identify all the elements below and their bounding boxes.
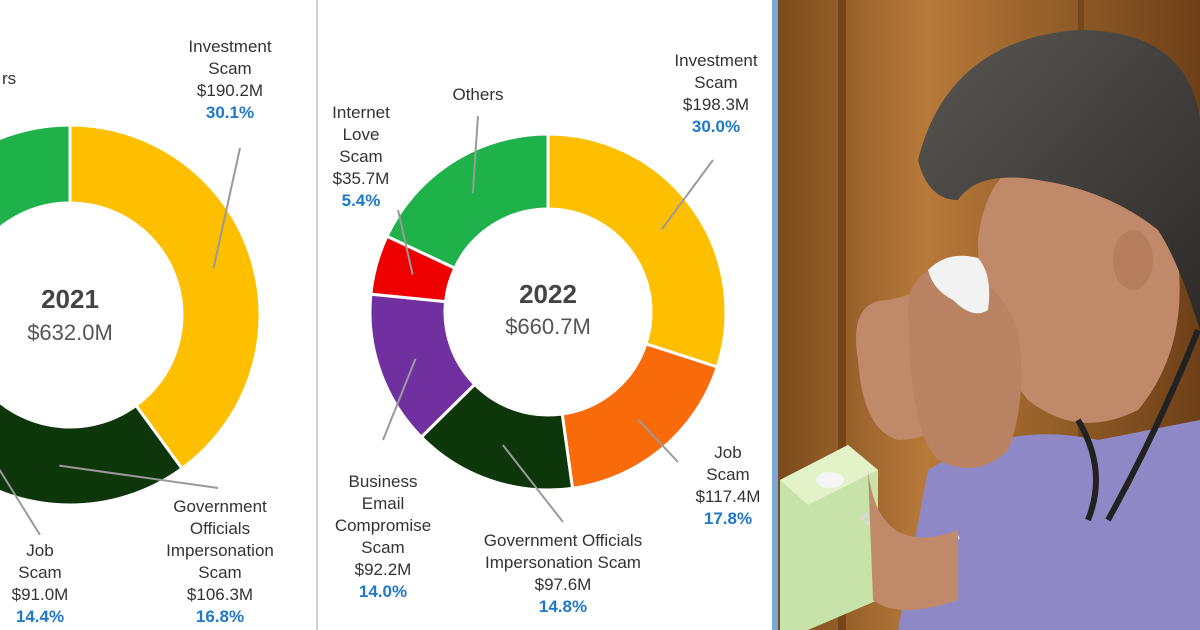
slice-2022-others — [384, 132, 550, 271]
slice-2021-government — [0, 400, 185, 507]
label-2021-government: Government Officials Impersonation Scam $106… — [166, 497, 274, 626]
chart-2021-panel: 2021 $632.0M Investment Scam $190.2M 30.1% G… — [0, 0, 316, 630]
chart-2022-panel: 2022 $660.7M Investment Scam $198.3M 30.0% J… — [318, 0, 772, 630]
label-2021-job: Job Scam $91.0M 14.4% — [12, 541, 69, 626]
face — [978, 150, 1180, 423]
label-2022-business_email: Business Email Compromise Scam $92.2M 14.0% — [335, 472, 431, 601]
tissue-icon — [928, 255, 990, 314]
label-2022-internet_love: Internet Love Scam $35.7M 5.4% — [332, 103, 390, 210]
label-2021-others: rs — [2, 69, 16, 88]
photo-illustration — [778, 0, 1200, 630]
center-year-2021: 2021 — [41, 284, 99, 314]
leader-2022-business_email — [382, 358, 417, 441]
leader-2022-others — [471, 115, 479, 194]
slice-2021-others — [0, 123, 72, 230]
hand-right — [908, 268, 1022, 468]
center-total-2022: $660.7M — [505, 314, 591, 339]
slices-2022 — [368, 132, 728, 492]
donut-chart-2021: 2021 $632.0M Investment Scam $190.2M 30.1% G… — [0, 37, 274, 626]
photo-crying-woman — [778, 0, 1200, 630]
leader-2022-job — [637, 419, 679, 463]
slice-2022-job — [560, 341, 720, 490]
leader-2021-job — [0, 468, 41, 536]
label-2022-investment: Investment Scam $198.3M 30.0% — [674, 51, 757, 136]
labels-2021: Investment Scam $190.2M 30.1% Government Offi… — [2, 37, 274, 626]
hair — [918, 30, 1200, 330]
label-2022-others: Others — [452, 85, 503, 104]
tissue-box-icon — [780, 445, 878, 630]
leader-2021-investment — [212, 147, 241, 269]
leader-2022-investment — [660, 159, 714, 231]
accent-divider-bar — [772, 0, 778, 630]
shirt — [898, 420, 1200, 630]
donut-chart-2022: 2022 $660.7M Investment Scam $198.3M 30.0% J… — [332, 51, 760, 616]
center-total-2021: $632.0M — [27, 320, 113, 345]
label-2022-government: Government Officials Impersonation Scam $9… — [484, 531, 642, 616]
labels-2022: Investment Scam $198.3M 30.0% Job Scam $117.4M… — [332, 51, 760, 616]
leader-2021-government — [59, 464, 219, 489]
slice-2022-investment — [546, 132, 728, 369]
label-2022-job: Job Scam $117.4M 17.8% — [696, 443, 761, 528]
leader-2022-government — [502, 444, 564, 523]
panel-divider — [316, 0, 318, 630]
slices-2021 — [0, 123, 262, 507]
slice-2021-investment — [68, 123, 262, 471]
label-2021-investment: Investment Scam $190.2M 30.1% — [188, 37, 271, 122]
leader-2022-internet_love — [397, 209, 414, 275]
leader-lines-2022 — [382, 115, 714, 523]
leader-lines-2021 — [0, 147, 241, 536]
center-year-2022: 2022 — [519, 279, 577, 309]
